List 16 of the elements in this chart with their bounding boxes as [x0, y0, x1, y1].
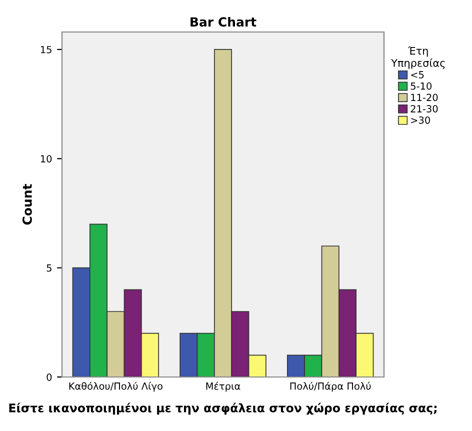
legend-label: 11-20 — [411, 94, 438, 102]
y-axis-title: Count — [22, 184, 32, 225]
legend-label: <5 — [411, 71, 424, 78]
legend-label: >30 — [411, 116, 430, 124]
legend-title: Έτη Υπηρεσίας — [391, 46, 445, 69]
x-tick-label: Μέτρια — [206, 382, 240, 392]
x-tick-label: Καθόλου/Πολύ Λίγο — [69, 382, 162, 392]
y-tick-label: 15 — [40, 46, 52, 54]
x-tick-label: Πολύ/Πάρα Πολύ — [290, 382, 371, 392]
legend-label: 5-10 — [410, 82, 432, 90]
y-tick-label: 0 — [46, 373, 52, 381]
y-tick-label: 10 — [40, 155, 52, 162]
y-tick-label: 5 — [46, 264, 52, 272]
legend-label: 21-30 — [410, 105, 438, 112]
x-axis-title: Είστε ικανοποιημένοι με την ασφάλεια στον χώρο εργασίας σας; — [9, 402, 436, 415]
chart-title: Bar Chart — [190, 16, 256, 27]
